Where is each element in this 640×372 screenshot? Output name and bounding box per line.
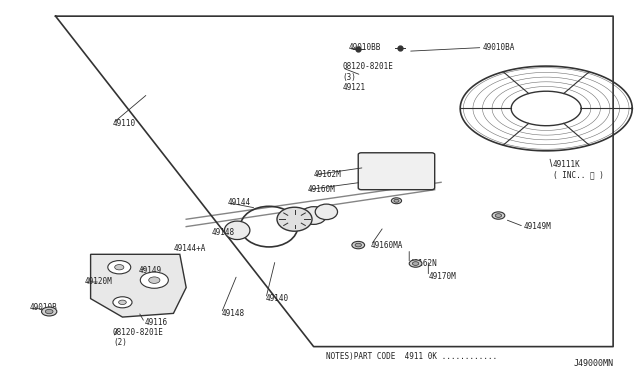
Circle shape	[409, 260, 422, 267]
Polygon shape	[91, 254, 186, 317]
Circle shape	[392, 198, 401, 204]
Circle shape	[42, 307, 57, 316]
Text: 49140: 49140	[266, 294, 289, 303]
Text: 49010BA: 49010BA	[483, 43, 515, 52]
Text: J49000MN: J49000MN	[573, 359, 613, 368]
Text: 49170M: 49170M	[428, 272, 456, 281]
Text: 49160M: 49160M	[307, 185, 335, 194]
Circle shape	[113, 297, 132, 308]
Ellipse shape	[316, 204, 337, 219]
Circle shape	[148, 277, 160, 283]
Ellipse shape	[301, 207, 326, 224]
Text: 49116: 49116	[145, 318, 168, 327]
Ellipse shape	[277, 207, 312, 231]
Text: 49144: 49144	[228, 198, 251, 207]
Circle shape	[45, 310, 53, 314]
Circle shape	[394, 199, 399, 202]
Text: 49149: 49149	[138, 266, 161, 275]
Circle shape	[492, 212, 505, 219]
Circle shape	[118, 300, 126, 305]
Text: 08120-8201E
(2): 08120-8201E (2)	[113, 328, 164, 347]
FancyBboxPatch shape	[358, 153, 435, 190]
Circle shape	[412, 262, 419, 265]
Circle shape	[352, 241, 365, 249]
Text: 49010BB: 49010BB	[349, 43, 381, 52]
Text: NOTES)PART CODE  4911 0K ............: NOTES)PART CODE 4911 0K ............	[326, 352, 497, 361]
Text: 49149M: 49149M	[524, 222, 552, 231]
Circle shape	[108, 260, 131, 274]
Text: 49148: 49148	[221, 309, 244, 318]
Text: 49110: 49110	[113, 119, 136, 128]
Circle shape	[115, 264, 124, 270]
Text: 49160MA: 49160MA	[371, 241, 403, 250]
Text: 49162M: 49162M	[314, 170, 341, 179]
Text: 49162N: 49162N	[409, 259, 437, 268]
Circle shape	[495, 214, 502, 217]
Text: 49010B: 49010B	[30, 303, 58, 312]
Circle shape	[355, 243, 362, 247]
Text: 49144+A: 49144+A	[173, 244, 206, 253]
Ellipse shape	[225, 221, 250, 240]
Circle shape	[140, 272, 168, 288]
Text: 49148: 49148	[212, 228, 235, 237]
Text: 49111K
( INC.. ⓔ ): 49111K ( INC.. ⓔ )	[552, 160, 604, 179]
Text: 08120-8201E
(3)
49121: 08120-8201E (3) 49121	[342, 62, 393, 92]
Text: 49120M: 49120M	[84, 278, 112, 286]
